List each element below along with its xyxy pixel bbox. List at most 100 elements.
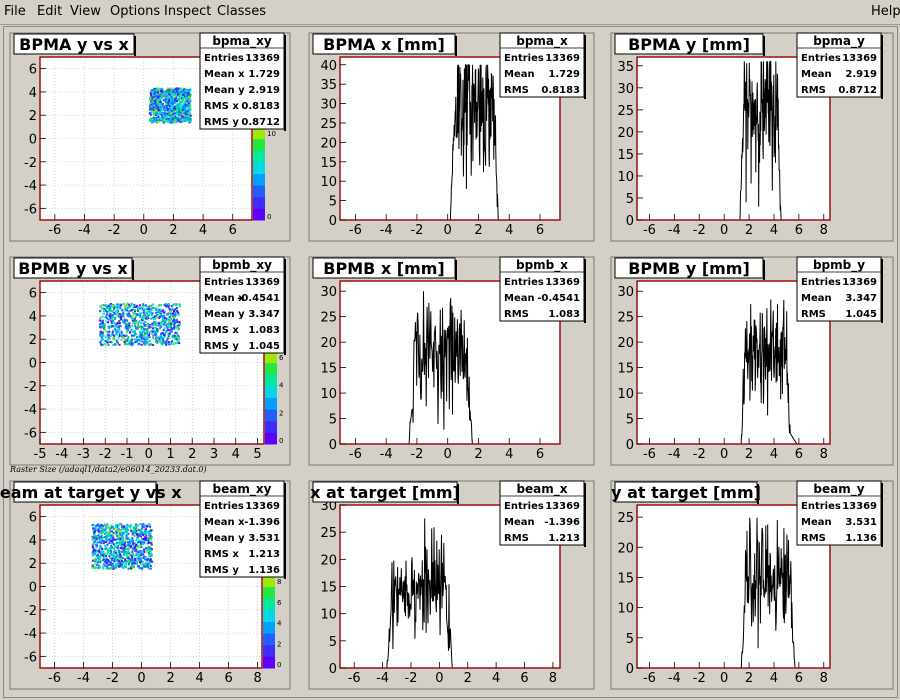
heatmap-cell [188, 121, 191, 124]
heatmap-cell [139, 325, 142, 328]
menu-help[interactable]: Help [871, 4, 900, 19]
y-tick-label: 2 [29, 333, 37, 348]
menu-file[interactable]: File [4, 4, 26, 19]
heatmap-cell [127, 336, 130, 338]
stats-value: 13369 [842, 53, 877, 64]
heatmap-cell [99, 341, 102, 344]
heatmap-cell [135, 544, 138, 546]
heatmap-cell [126, 340, 128, 343]
heatmap-cell [176, 319, 179, 321]
heatmap-cell [186, 115, 188, 117]
heatmap-cell [136, 340, 139, 343]
heatmap-cell [117, 337, 120, 340]
stats-value: 2.919 [248, 85, 280, 96]
heatmap-cell [133, 530, 136, 532]
heatmap-cell [158, 118, 161, 121]
y-tick-label: 5 [329, 195, 337, 210]
heatmap-cell [111, 316, 114, 319]
heatmap-cell [183, 116, 186, 119]
stats-value: 13369 [245, 53, 280, 64]
y-tick-label: 15 [617, 571, 634, 586]
x-tick-label: -6 [643, 223, 656, 238]
heatmap-cell [144, 558, 147, 561]
heatmap-cell [177, 334, 180, 337]
heatmap-cell [142, 311, 145, 314]
heatmap-cell [107, 325, 110, 328]
heatmap-cell [123, 334, 126, 337]
heatmap-cell [132, 312, 135, 315]
heatmap-cell [110, 566, 113, 569]
heatmap-cell [156, 117, 159, 120]
x-tick-label: 0 [720, 671, 728, 686]
stats-box [796, 32, 882, 98]
heatmap-cell [149, 108, 151, 111]
heatmap-cell [109, 530, 112, 532]
heatmap-cell [143, 539, 146, 542]
heatmap-cell [110, 553, 113, 556]
heatmap-cell [129, 315, 132, 318]
heatmap-cell [131, 560, 134, 563]
stats-key: Entries [504, 277, 544, 288]
stats-key: Entries [504, 501, 544, 512]
x-tick-label: -3 [77, 447, 90, 462]
menu-inspect[interactable]: Inspect [164, 4, 212, 19]
heatmap-cell [99, 555, 102, 558]
heatmap-cell [142, 326, 145, 329]
heatmap-cell [95, 525, 97, 528]
heatmap-cell [120, 304, 123, 307]
heatmap-cell [152, 105, 155, 108]
heatmap-cell [126, 531, 128, 534]
heatmap-cell [104, 536, 107, 539]
x-tick-label: -6 [48, 671, 61, 686]
stats-key: Mean x [204, 517, 245, 528]
heatmap-cell [145, 328, 148, 330]
heatmap-cell [98, 319, 101, 322]
heatmap-cell [105, 532, 108, 535]
heatmap-cell [168, 105, 171, 108]
menu-view[interactable]: View [70, 4, 101, 19]
palette-swatch [263, 656, 275, 669]
heatmap-cell [140, 551, 143, 554]
menu-options[interactable]: Options [110, 4, 161, 19]
menu-edit[interactable]: Edit [37, 4, 63, 19]
heatmap-cell [134, 308, 137, 311]
heatmap-cell [118, 558, 121, 560]
heatmap-cell [141, 567, 143, 570]
heatmap-cell [162, 323, 165, 326]
heatmap-cell [150, 103, 153, 106]
heatmap-cell [137, 551, 140, 554]
heatmap-cell [102, 334, 105, 337]
heatmap-cell [115, 339, 118, 342]
heatmap-cell [113, 311, 116, 314]
heatmap-cell [156, 97, 158, 100]
heatmap-cell [122, 548, 125, 551]
heatmap-cell [176, 103, 179, 106]
heatmap-cell [144, 340, 147, 343]
heatmap-cell [144, 315, 147, 318]
stats-value: 3.531 [248, 533, 280, 544]
heatmap-cell [149, 311, 152, 314]
palette-swatch [253, 173, 265, 186]
heatmap-cell [126, 526, 129, 529]
heatmap-cell [179, 107, 182, 110]
heatmap-cell [140, 557, 143, 560]
heatmap-cell [176, 87, 179, 90]
heatmap-cell [154, 307, 157, 310]
heatmap-cell [119, 540, 122, 543]
heatmap-cell [179, 109, 182, 112]
heatmap-cell [160, 313, 162, 315]
heatmap-cell [116, 331, 119, 334]
heatmap-cell [172, 316, 175, 318]
menu-classes[interactable]: Classes [217, 4, 266, 19]
heatmap-cell [116, 553, 118, 555]
heatmap-cell [134, 532, 137, 535]
